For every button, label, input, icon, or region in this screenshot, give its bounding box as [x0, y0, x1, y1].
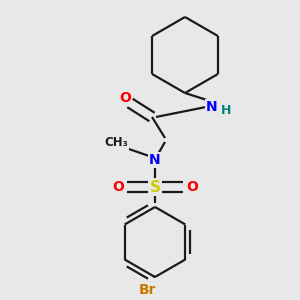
Text: O: O: [186, 180, 198, 194]
Text: S: S: [149, 179, 161, 194]
Text: O: O: [119, 91, 131, 105]
Text: H: H: [221, 104, 231, 118]
Text: N: N: [206, 100, 218, 114]
Text: O: O: [112, 180, 124, 194]
Text: CH₃: CH₃: [104, 136, 128, 149]
Text: Br: Br: [139, 283, 157, 297]
Text: N: N: [149, 153, 161, 167]
